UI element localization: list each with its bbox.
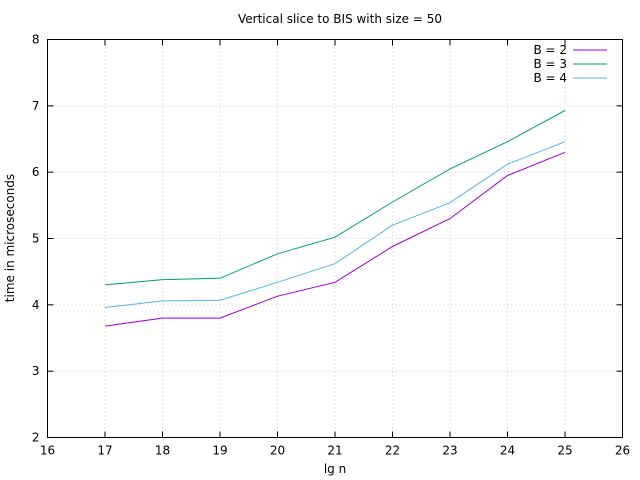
series-line-1 xyxy=(104,151,566,327)
series-group xyxy=(104,110,566,327)
grid xyxy=(47,39,623,438)
x-tick-label: 17 xyxy=(97,444,112,458)
legend: B = 2B = 3B = 4 xyxy=(533,43,607,85)
x-tick-label: 23 xyxy=(442,444,457,458)
y-tick-label: 8 xyxy=(32,33,40,47)
chart-title: Vertical slice to BIS with size = 50 xyxy=(238,12,442,26)
y-tick-label: 4 xyxy=(32,298,40,312)
series-line-2 xyxy=(104,110,566,286)
y-tick-label: 7 xyxy=(32,99,40,113)
x-tick-label: 16 xyxy=(40,444,55,458)
legend-label: B = 4 xyxy=(533,71,567,85)
series-line-3 xyxy=(104,141,566,308)
y-tick-label: 3 xyxy=(32,364,40,378)
y-tick-label: 5 xyxy=(32,232,40,246)
x-tick-label: 18 xyxy=(155,444,170,458)
y-axis-label: time in microseconds xyxy=(3,174,17,302)
x-tick-label: 22 xyxy=(385,444,400,458)
y-tick-label: 6 xyxy=(32,165,40,179)
x-tick-label: 25 xyxy=(557,444,572,458)
x-tick-label: 24 xyxy=(500,444,515,458)
x-tick-label: 20 xyxy=(270,444,285,458)
y-tick-label: 2 xyxy=(32,431,40,445)
x-tick-label: 26 xyxy=(615,444,630,458)
legend-label: B = 3 xyxy=(533,57,567,71)
x-tick-label: 21 xyxy=(327,444,342,458)
x-axis-label: lg n xyxy=(324,462,346,476)
legend-label: B = 2 xyxy=(533,43,567,57)
x-tick-label: 19 xyxy=(212,444,227,458)
